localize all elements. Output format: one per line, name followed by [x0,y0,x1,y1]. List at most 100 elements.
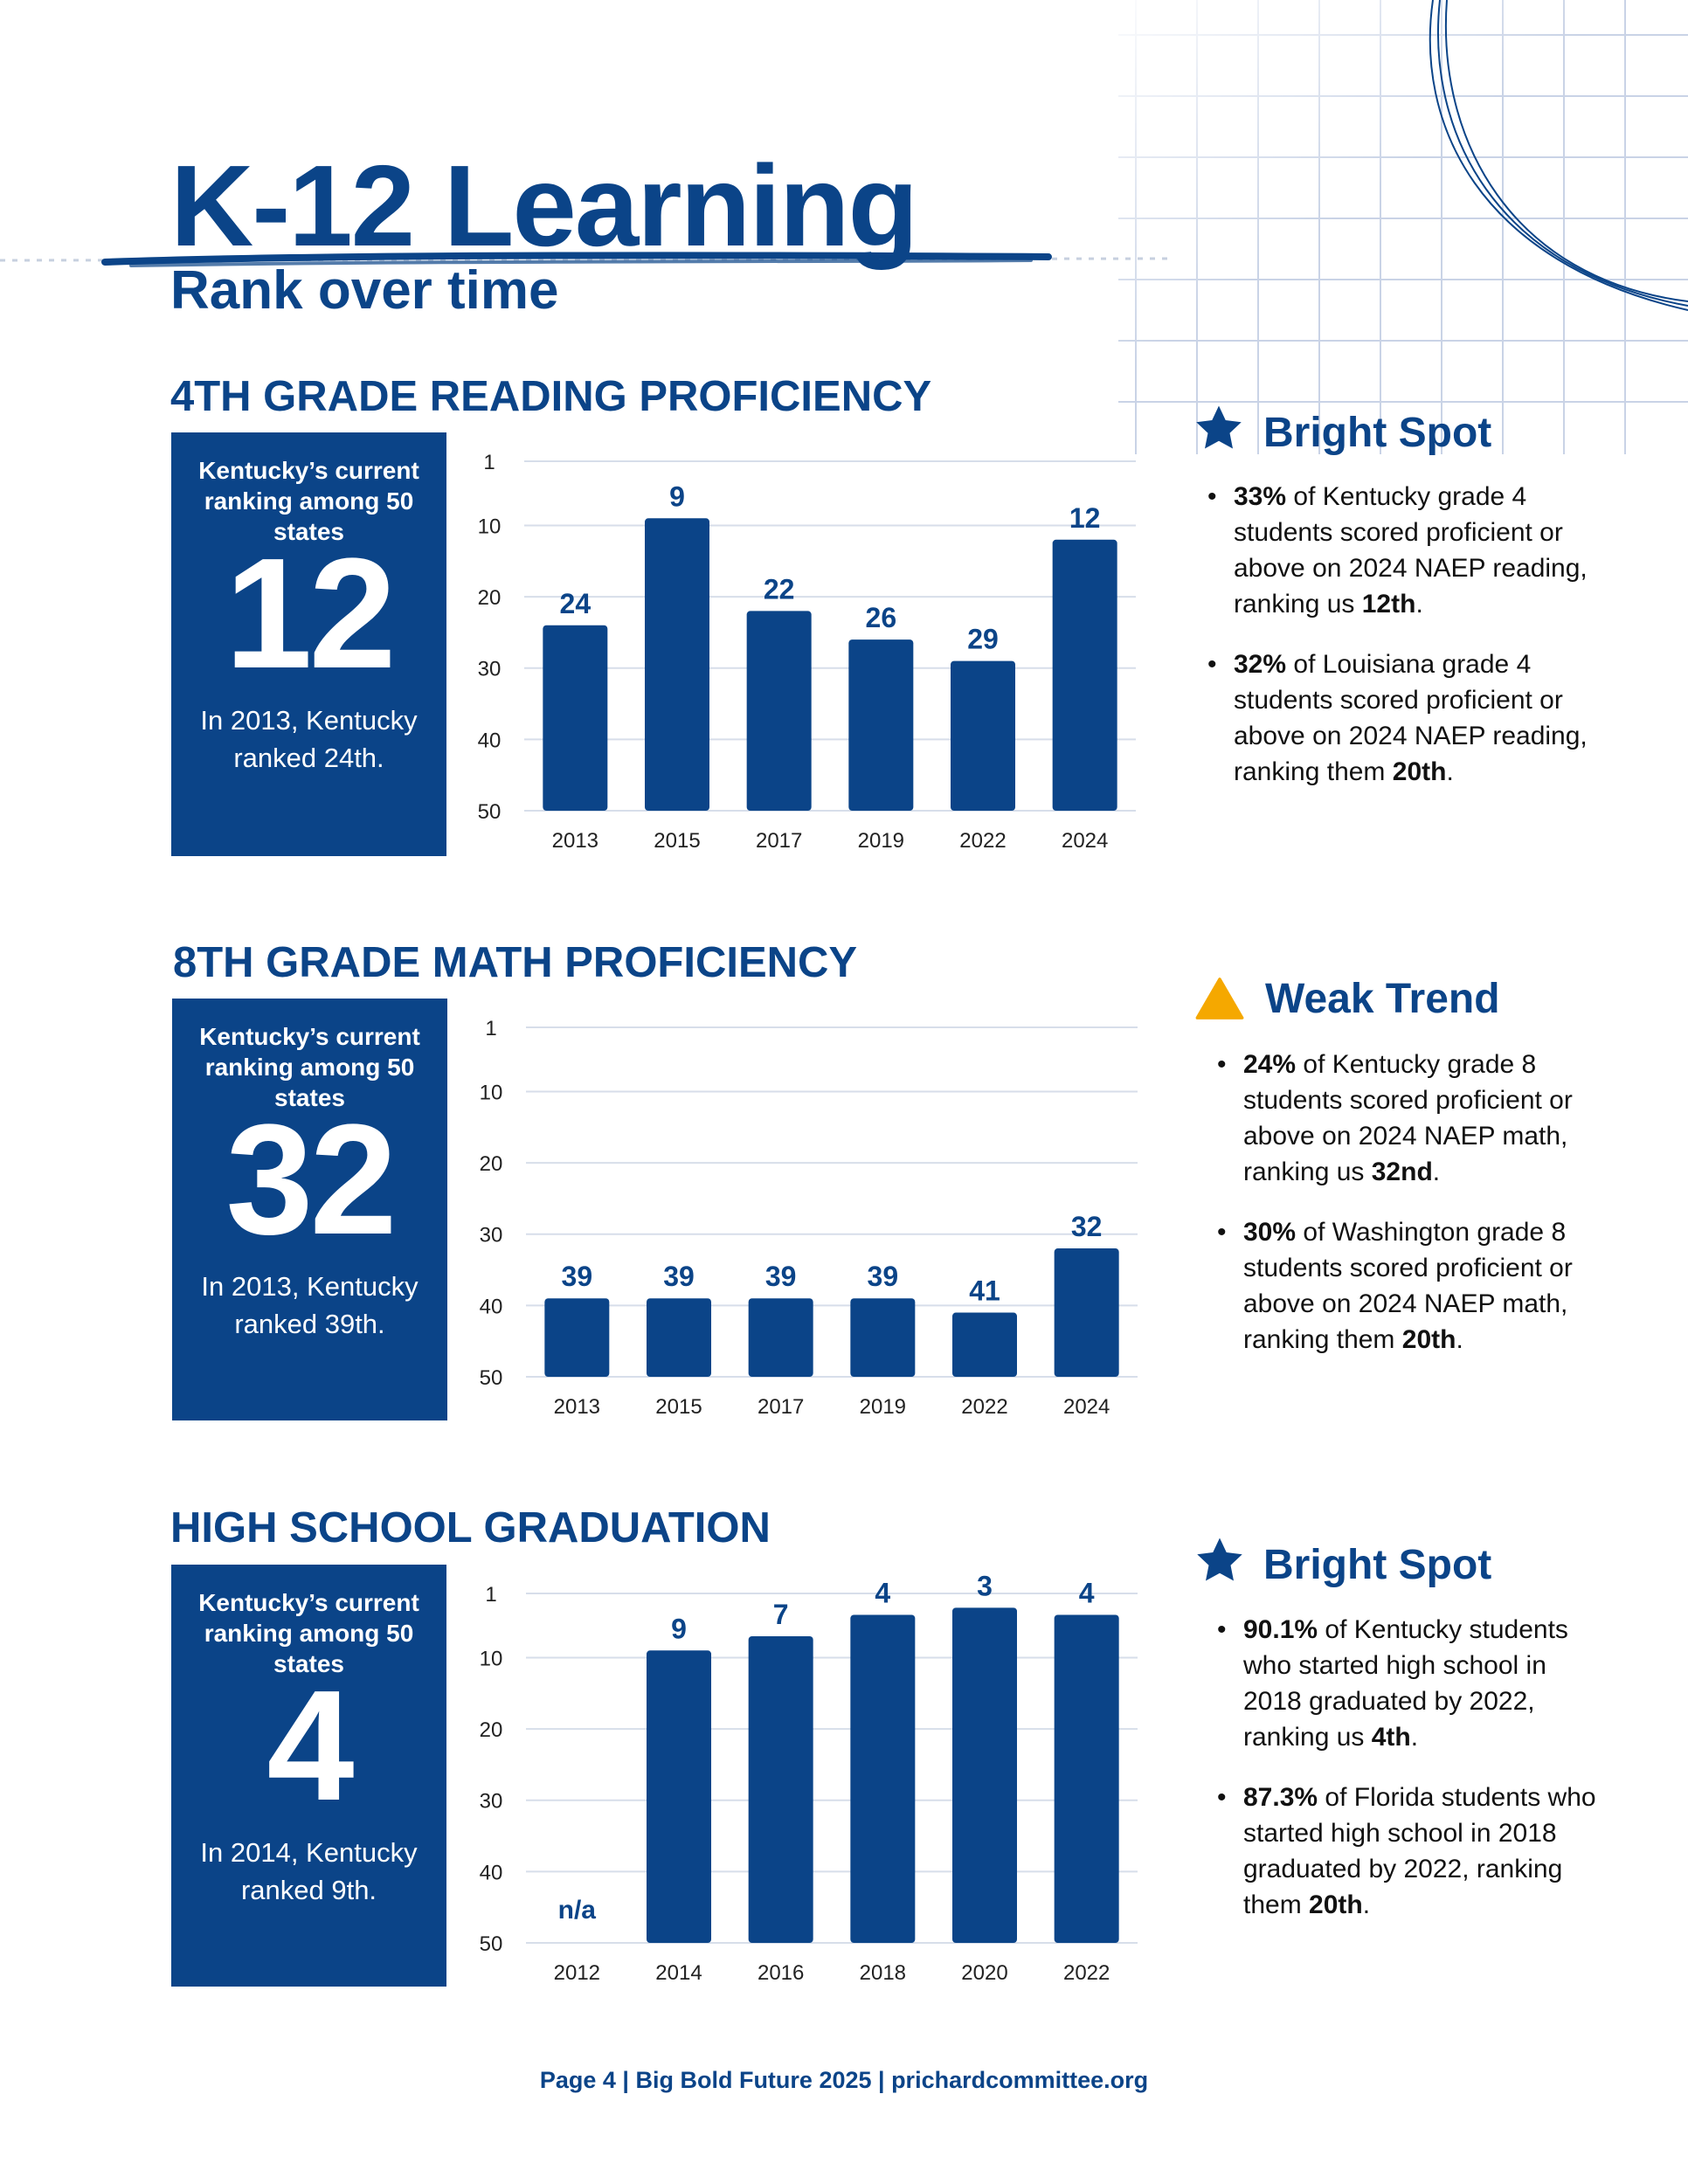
rank-value: 32 [225,1092,397,1268]
star-icon [1193,402,1245,459]
y-tick-label: 50 [478,800,502,824]
section-heading-graduation: HIGH SCHOOL GRADUATION [170,1504,771,1552]
data-label: 39 [868,1261,899,1292]
rank-value: 12 [225,526,396,702]
chart-reading: 1 10 20 30 40 50 24 2013 9 2015 22 2017 26 2019 29 2022… [472,437,1346,900]
data-label: 41 [969,1275,1000,1307]
bar [952,1312,1017,1377]
chart-math: 1 10 20 30 40 50 39 2013 39 2015 39 2017 39 2019 41 202… [474,1003,1347,1466]
bar [544,1298,610,1377]
x-tick-label: 2015 [654,829,700,853]
data-label: 3 [977,1570,993,1601]
data-label: 24 [560,588,591,619]
callout-title: Weak Trend [1265,976,1500,1022]
x-tick-label: 2017 [758,1395,804,1419]
data-label: 39 [663,1261,695,1292]
y-tick-label: 20 [480,1718,503,1742]
y-tick-label: 30 [480,1790,503,1814]
title-brush-underline [0,252,1171,267]
y-tick-label: 10 [478,515,502,538]
x-tick-label: 2014 [655,1961,702,1985]
data-label: 29 [967,624,999,655]
x-tick-label: 2019 [858,829,904,853]
chart-svg: 1 10 20 30 40 50 n/a 2012 9 2014 7 2016 4 2018 3 2020 4 2… [480,1570,1138,1985]
x-tick-label: 2018 [860,1961,906,1985]
list-item: 33% of Kentucky grade 4 students scored … [1207,479,1601,622]
callout-bullets: 90.1% of Kentucky students who started h… [1217,1612,1610,1947]
y-tick-label: 20 [480,1152,503,1176]
y-tick-label: 1 [485,1017,496,1040]
x-tick-label: 2022 [959,829,1006,853]
page-title: K-12 Learning [170,142,918,270]
y-tick-label: 10 [480,1647,503,1670]
data-label: n/a [558,1896,597,1925]
y-tick-label: 30 [478,658,502,681]
y-tick-label: 40 [480,1861,503,1884]
rank-box-graduation: Kentucky’s current ranking among 50 stat… [171,1565,446,1987]
bar [850,1614,916,1943]
star-icon [1193,1534,1246,1591]
bar [748,1298,813,1377]
bar [746,611,812,811]
bar [951,660,1015,811]
data-label: 4 [875,1577,890,1608]
y-tick-label: 10 [480,1081,503,1104]
data-label: 9 [671,1613,687,1644]
x-tick-label: 2022 [961,1395,1007,1419]
warning-icon [1195,977,1244,1025]
rank-note: In 2013, Kentucky ranked 39th. [201,1271,419,1339]
callout-bullets: 24% of Kentucky grade 8 students scored … [1217,1047,1610,1382]
y-tick-label: 30 [480,1224,503,1248]
rank-label: Kentucky’s current ranking among 50 stat… [198,457,419,545]
bar [850,1298,916,1377]
x-tick-label: 2024 [1062,829,1108,853]
list-item: 30% of Washington grade 8 students score… [1217,1214,1610,1358]
data-label: 22 [764,573,795,605]
list-item: 87.3% of Florida students who started hi… [1217,1780,1610,1923]
x-tick-label: 2019 [860,1395,906,1419]
data-label: 32 [1071,1211,1103,1242]
decorative-grid-background [1083,0,1688,454]
rank-note: In 2014, Kentucky ranked 9th. [200,1837,418,1905]
rank-label: Kentucky’s current ranking among 50 stat… [199,1023,420,1111]
y-tick-label: 20 [478,586,502,610]
x-tick-label: 2016 [758,1961,804,1985]
rank-box-math: Kentucky’s current ranking among 50 stat… [172,999,447,1420]
x-tick-label: 2015 [655,1395,702,1419]
chart-svg: 1 10 20 30 40 50 39 2013 39 2015 39 2017 39 2019 41 202… [480,1017,1138,1419]
section-heading-math: 8TH GRADE MATH PROFICIENCY [173,939,858,986]
y-tick-label: 50 [480,1932,503,1956]
data-label: 12 [1069,502,1101,534]
data-label: 4 [1079,1577,1095,1608]
bar [1052,539,1117,811]
y-tick-label: 50 [480,1366,503,1390]
x-tick-label: 2012 [554,1961,600,1985]
rank-box-reading: Kentucky’s current ranking among 50 stat… [171,432,446,856]
list-item: 24% of Kentucky grade 8 students scored … [1217,1047,1610,1190]
x-tick-label: 2013 [552,829,598,853]
page-footer: Page 4 | Big Bold Future 2025 | prichard… [539,2067,1149,2093]
bar [647,1298,711,1377]
x-tick-label: 2013 [554,1395,600,1419]
data-label: 39 [765,1261,797,1292]
data-label: 39 [562,1261,593,1292]
bar [952,1607,1017,1943]
callout-title: Bright Spot [1263,1542,1492,1588]
chart-graduation: 1 10 20 30 40 50 n/a 2012 9 2014 7 2016 4 2018 3 2020 4 2… [474,1569,1347,2032]
callout-title: Bright Spot [1263,410,1492,456]
bar [748,1635,813,1943]
rank-value: 4 [266,1658,354,1834]
chart-svg: 1 10 20 30 40 50 24 2013 9 2015 22 2017 26 2019 29 2022… [478,451,1136,853]
list-item: 32% of Louisiana grade 4 students scored… [1207,646,1601,790]
data-label: 9 [669,480,685,512]
bar [645,518,709,811]
y-tick-label: 1 [483,451,495,474]
y-tick-label: 40 [480,1295,503,1318]
bar [1054,1614,1119,1943]
y-tick-label: 40 [478,729,502,752]
x-tick-label: 2017 [756,829,802,853]
bar [647,1650,711,1943]
data-label: 26 [866,602,897,633]
rank-note: In 2013, Kentucky ranked 24th. [200,705,418,773]
page-subtitle: Rank over time [170,260,559,321]
